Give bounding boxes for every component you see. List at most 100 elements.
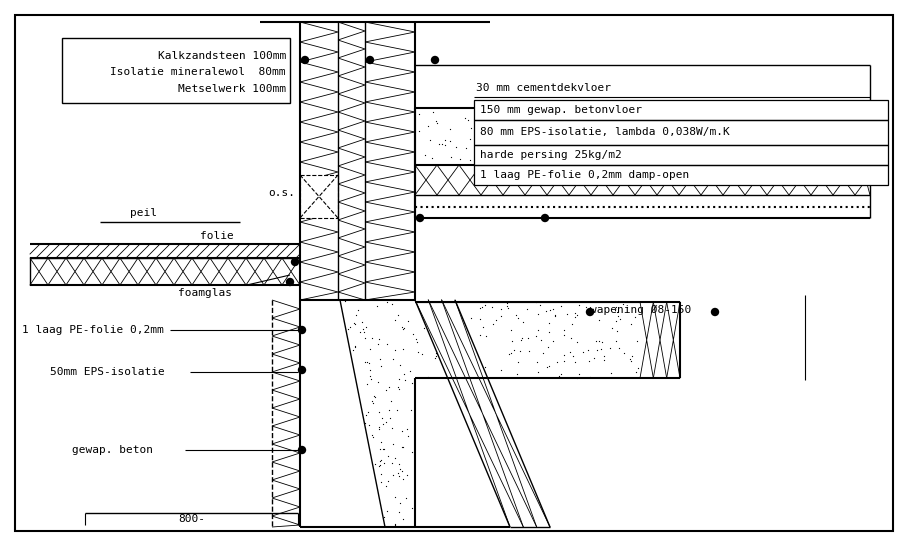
Point [363, 365, 378, 374]
Point [441, 348, 456, 357]
Point [370, 301, 385, 310]
Circle shape [299, 366, 305, 373]
Point [384, 396, 399, 405]
Point [739, 149, 754, 157]
Point [429, 348, 444, 357]
Point [530, 309, 545, 318]
Point [623, 105, 637, 114]
Point [461, 358, 476, 367]
Point [451, 312, 466, 321]
Point [589, 337, 604, 346]
Point [386, 440, 400, 448]
Point [554, 301, 568, 310]
Polygon shape [474, 145, 888, 165]
Point [591, 337, 606, 346]
Point [440, 320, 455, 329]
Point [388, 454, 402, 462]
Point [410, 348, 425, 357]
Point [491, 137, 506, 146]
Point [656, 154, 671, 163]
Point [772, 110, 786, 118]
Point [438, 140, 452, 149]
Point [652, 316, 666, 325]
Point [410, 338, 424, 347]
Point [478, 300, 492, 309]
Point [500, 301, 515, 310]
Point [373, 470, 388, 478]
Point [390, 406, 405, 414]
Point [542, 362, 557, 371]
Point [653, 133, 667, 141]
Point [435, 139, 449, 148]
Point [531, 325, 546, 334]
Point [664, 305, 678, 314]
Point [594, 345, 608, 353]
Point [412, 110, 427, 118]
Point [366, 399, 380, 408]
Point [367, 460, 381, 468]
Point [405, 379, 419, 388]
Point [570, 140, 585, 149]
Point [637, 351, 652, 360]
Point [610, 327, 625, 335]
Point [379, 481, 393, 490]
Point [587, 354, 602, 363]
Point [405, 503, 419, 512]
Point [386, 354, 400, 363]
Polygon shape [62, 38, 290, 103]
Point [557, 351, 571, 359]
Point [608, 317, 623, 325]
Point [644, 106, 658, 115]
Point [512, 149, 527, 157]
Point [541, 342, 556, 351]
Polygon shape [300, 22, 415, 300]
Polygon shape [474, 165, 888, 185]
Point [511, 313, 526, 322]
Point [489, 316, 503, 324]
Point [775, 110, 789, 118]
Point [849, 111, 864, 120]
Point [365, 397, 380, 406]
Point [429, 314, 443, 323]
Point [392, 375, 407, 384]
Point [357, 328, 371, 337]
Point [479, 145, 494, 153]
Point [400, 424, 414, 433]
Point [637, 307, 652, 316]
Point [465, 370, 479, 378]
Point [636, 352, 650, 361]
Point [648, 349, 663, 358]
Point [395, 322, 410, 331]
Point [656, 306, 670, 315]
Polygon shape [415, 65, 870, 108]
Point [548, 311, 563, 319]
Point [630, 149, 645, 157]
Point [595, 159, 609, 168]
Point [417, 324, 431, 333]
Point [514, 335, 528, 344]
Point [439, 352, 453, 361]
Point [751, 112, 765, 121]
Point [637, 344, 652, 353]
Point [474, 122, 489, 131]
Point [338, 297, 352, 306]
Point [373, 456, 388, 465]
Point [639, 316, 654, 325]
Point [380, 506, 394, 515]
Point [373, 354, 388, 363]
Point [360, 379, 374, 388]
Point [608, 123, 623, 132]
Point [541, 126, 556, 135]
Polygon shape [30, 258, 300, 285]
Point [574, 124, 588, 133]
Point [649, 310, 664, 318]
Point [521, 347, 536, 355]
Point [404, 405, 419, 414]
Point [354, 318, 369, 327]
Point [380, 452, 395, 460]
Circle shape [417, 215, 423, 222]
Point [609, 336, 624, 345]
Point [540, 140, 555, 149]
Point [820, 110, 834, 118]
Point [624, 357, 638, 365]
